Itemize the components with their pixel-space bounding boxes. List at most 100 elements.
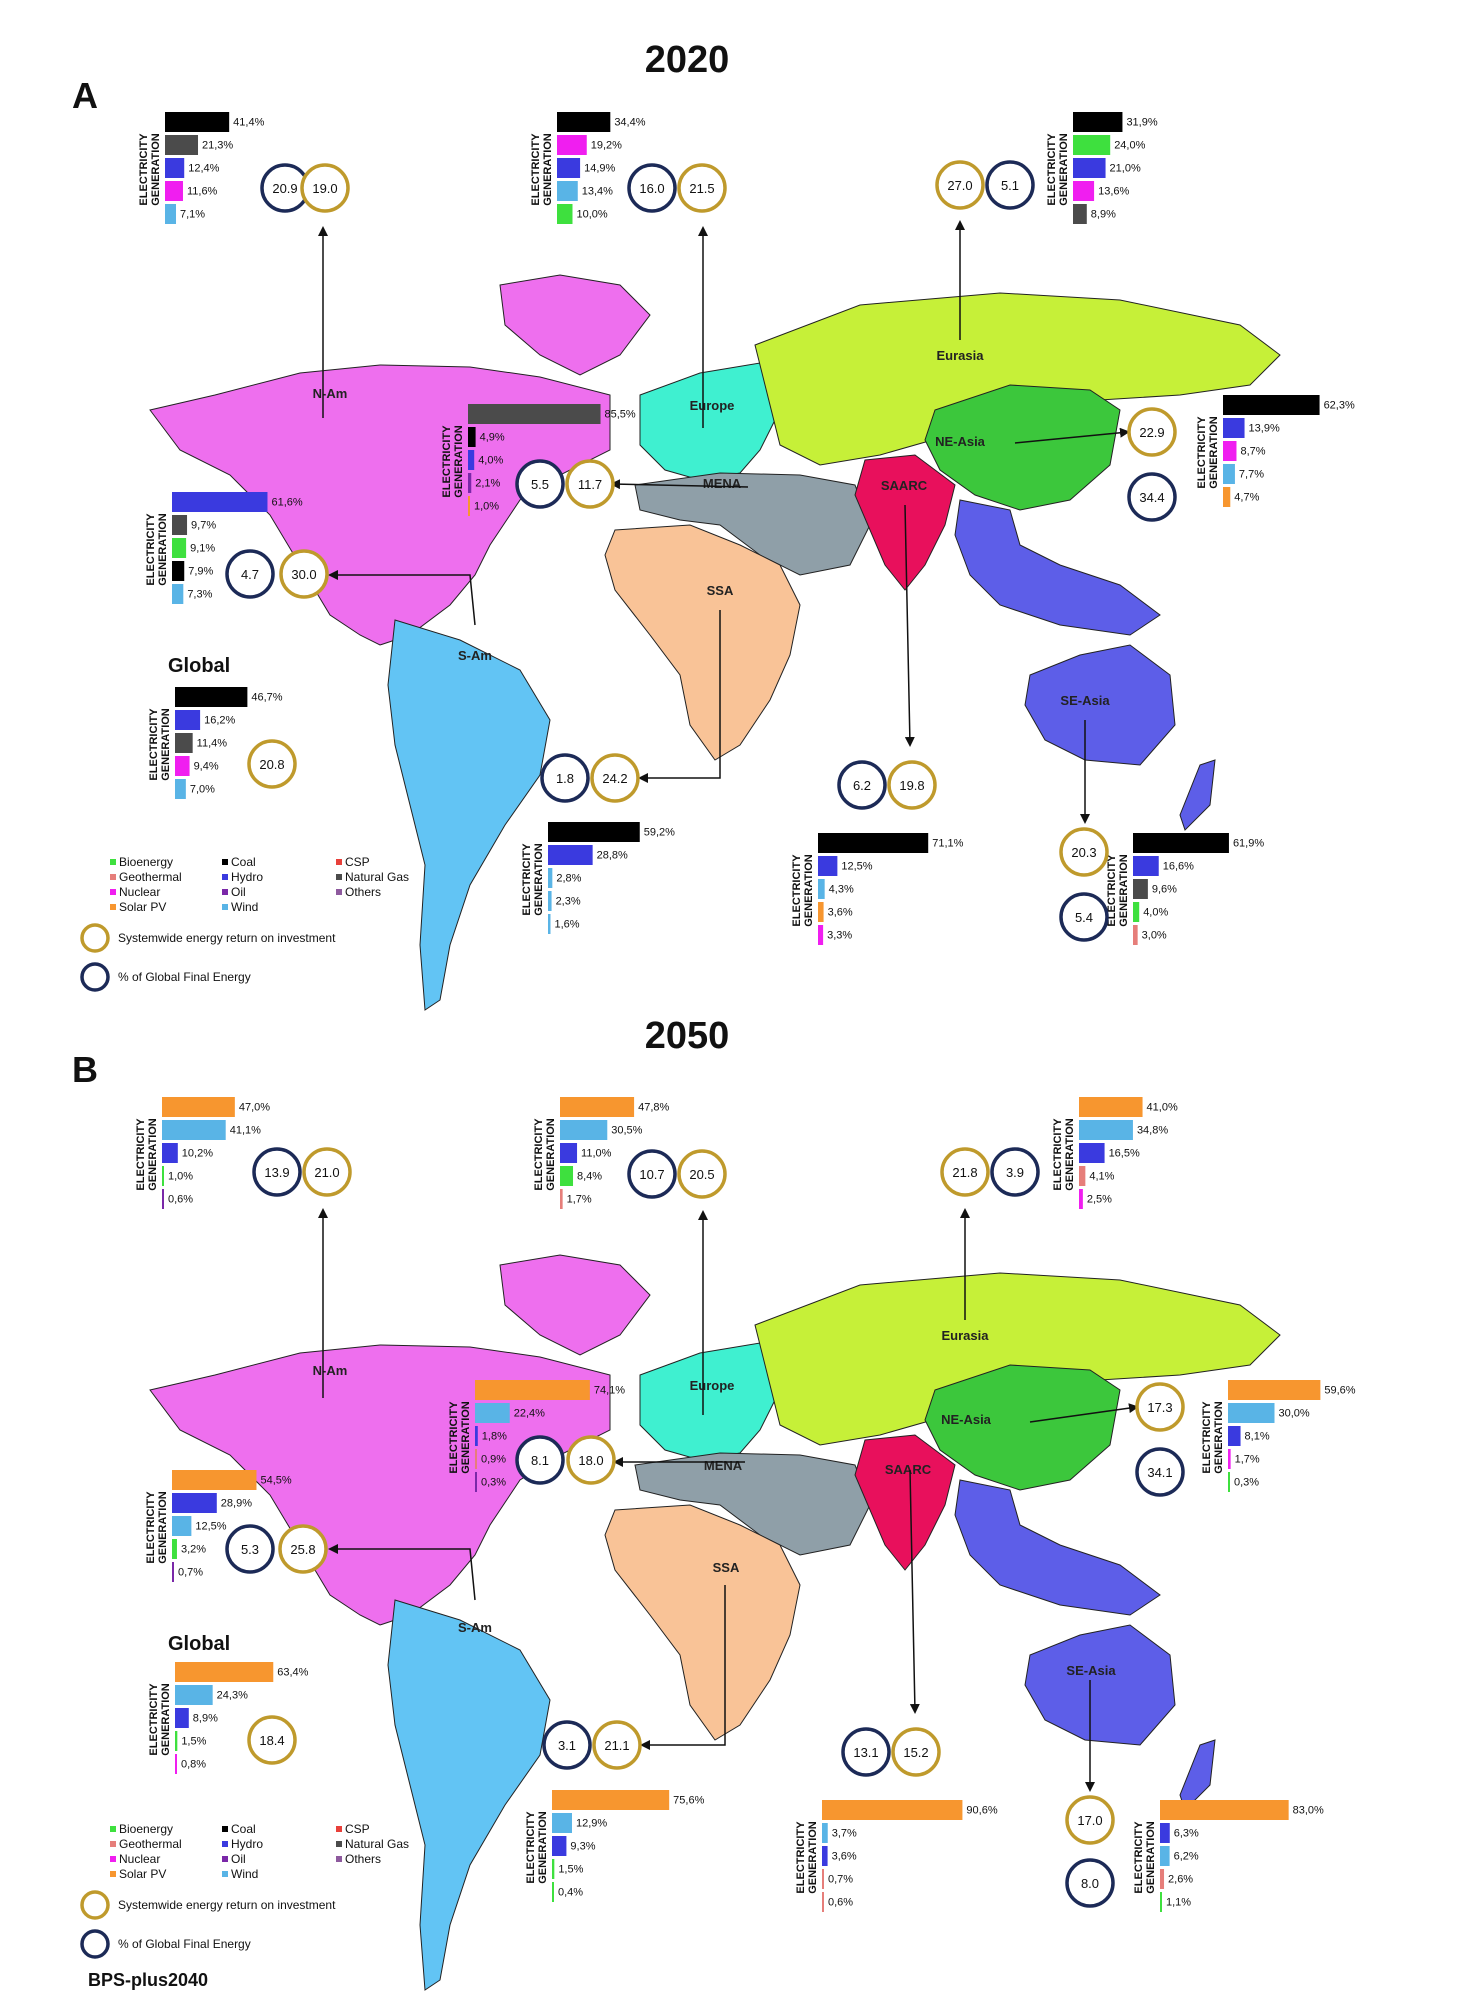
bar-value-label: 7,7% <box>1239 469 1264 481</box>
bar-value-label: 16,2% <box>204 715 235 727</box>
eroi-value: 21.8 <box>952 1165 977 1180</box>
bar-wind <box>1160 1846 1170 1866</box>
eroi-value: 24.2 <box>602 771 627 786</box>
axis-label-line1: ELECTRICITY <box>1133 1821 1145 1894</box>
bar-value-label: 7,9% <box>188 566 213 578</box>
bar-wind <box>822 1823 828 1843</box>
bar-value-label: 9,6% <box>1152 884 1177 896</box>
bar-bioenergy <box>172 538 187 558</box>
map-region-se-asia-10 <box>1024 1624 1176 1746</box>
map-region-mena-6 <box>634 1452 871 1556</box>
bar-value-label: 2,3% <box>556 896 581 908</box>
bar-hydro <box>822 1846 828 1866</box>
bar-value-label: 6,3% <box>1174 1828 1199 1840</box>
bar-value-label: 11,6% <box>187 186 218 198</box>
bar-value-label: 3,2% <box>181 1544 206 1556</box>
region-n-am: N-Am ELECTRICITY GENERATION 47,0% 41,1% 10,2%… <box>135 1097 352 1398</box>
bar-chart: ELECTRICITY GENERATION 54,5% 28,9% 12,5% 3,2%… <box>145 1470 292 1582</box>
bar-natural-gas <box>1073 204 1087 224</box>
legend-entry: Coal <box>231 1822 256 1836</box>
eroi-value: 25.8 <box>290 1542 315 1557</box>
bar-value-label: 0,8% <box>181 1759 206 1771</box>
legend-entry: Wind <box>231 900 258 914</box>
bar-value-label: 6,2% <box>1174 1851 1199 1863</box>
axis-label-line2: GENERATION <box>1064 1118 1076 1191</box>
bar-value-label: 22,4% <box>514 1408 545 1420</box>
bar-coal <box>557 112 611 132</box>
bar-value-label: 19,2% <box>591 140 622 152</box>
region-ne-asia: NE-Asia ELECTRICITY GENERATION 62,3% 13,9% 8,… <box>935 395 1355 522</box>
bar-bioenergy <box>1073 135 1111 155</box>
share-value: 10.7 <box>639 1167 664 1182</box>
region-map-label: Europe <box>690 398 735 413</box>
bar-coal <box>1133 833 1229 853</box>
share-value: 16.0 <box>639 181 664 196</box>
eroi-ring <box>940 1147 990 1197</box>
bar-chart: ELECTRICITY GENERATION 83,0% 6,3% 6,2% 2,6% 1,… <box>1133 1800 1324 1912</box>
legend-share-label: % of Global Final Energy <box>118 970 251 984</box>
axis-label-line2: GENERATION <box>1213 1401 1225 1474</box>
bar-solar-pv <box>1223 487 1231 507</box>
region-map-label: SSA <box>713 1560 740 1575</box>
eroi-ring <box>247 1715 297 1765</box>
share-ring <box>627 163 677 213</box>
bar-solar-pv <box>818 902 824 922</box>
map-region-ne-asia-5 <box>924 384 1121 511</box>
eroi-value: 21.5 <box>689 181 714 196</box>
world-map <box>149 274 1281 1011</box>
panel-letter: B <box>72 1049 98 1090</box>
axis-label-line1: ELECTRICITY <box>525 1811 537 1884</box>
bar-value-label: 30,5% <box>611 1125 642 1137</box>
axis-label-line1: ELECTRICITY <box>145 1491 157 1564</box>
bar-hydro <box>1228 1426 1241 1446</box>
bar-wind <box>162 1120 226 1140</box>
bar-solar-pv <box>162 1097 235 1117</box>
bar-chart: ELECTRICITY GENERATION 63,4% 24,3% 8,9% 1,5% 0… <box>148 1662 309 1774</box>
eroi-ring <box>887 760 937 810</box>
share-value: 6.2 <box>853 778 871 793</box>
eroi-value: 11.7 <box>578 477 602 492</box>
region-map-label: Eurasia <box>942 1328 990 1343</box>
legend-swatch <box>222 904 228 910</box>
share-ring <box>515 1435 565 1485</box>
eroi-value: 30.0 <box>291 567 316 582</box>
bar-hydro <box>172 492 268 512</box>
bar-value-label: 75,6% <box>673 1795 704 1807</box>
bar-chart: ELECTRICITY GENERATION 59,2% 28,8% 2,8% 2,3% 1… <box>521 822 675 934</box>
bar-nuclear <box>1073 181 1095 201</box>
bar-value-label: 4,9% <box>480 432 505 444</box>
share-value: 13.1 <box>853 1745 878 1760</box>
bar-nuclear <box>175 1754 177 1774</box>
bar-value-label: 12,5% <box>841 861 872 873</box>
bar-oil <box>468 473 472 493</box>
axis-label-line2: GENERATION <box>1118 854 1130 927</box>
bar-value-label: 30,0% <box>1279 1408 1310 1420</box>
bar-value-label: 54,5% <box>260 1475 291 1487</box>
legend-entry: Oil <box>231 885 246 899</box>
bar-value-label: 0,6% <box>168 1194 193 1206</box>
bar-oil <box>162 1189 164 1209</box>
bar-hydro <box>1160 1823 1170 1843</box>
legend-swatch <box>110 889 116 895</box>
bar-nuclear <box>557 135 587 155</box>
eroi-ring <box>592 1720 642 1770</box>
legend-share-label: % of Global Final Energy <box>118 1937 251 1951</box>
bar-hydro <box>1133 856 1159 876</box>
bar-value-label: 71,1% <box>932 838 963 850</box>
region-arrow <box>909 1469 920 1714</box>
bar-wind <box>175 1685 213 1705</box>
bar-value-label: 34,4% <box>614 117 645 129</box>
region-arrow <box>610 479 749 490</box>
bar-solar-pv <box>1228 1380 1321 1400</box>
bar-wind <box>172 1516 192 1536</box>
bar-natural-gas <box>165 135 199 155</box>
bar-value-label: 24,0% <box>1114 140 1145 152</box>
bar-nuclear <box>1079 1189 1083 1209</box>
share-ring <box>1059 892 1109 942</box>
bar-value-label: 63,4% <box>277 1667 308 1679</box>
bar-value-label: 0,4% <box>558 1887 583 1899</box>
bar-value-label: 10,2% <box>182 1148 213 1160</box>
global-title: Global <box>168 655 230 677</box>
bar-value-label: 62,3% <box>1324 400 1355 412</box>
global-title: Global <box>168 1633 230 1655</box>
